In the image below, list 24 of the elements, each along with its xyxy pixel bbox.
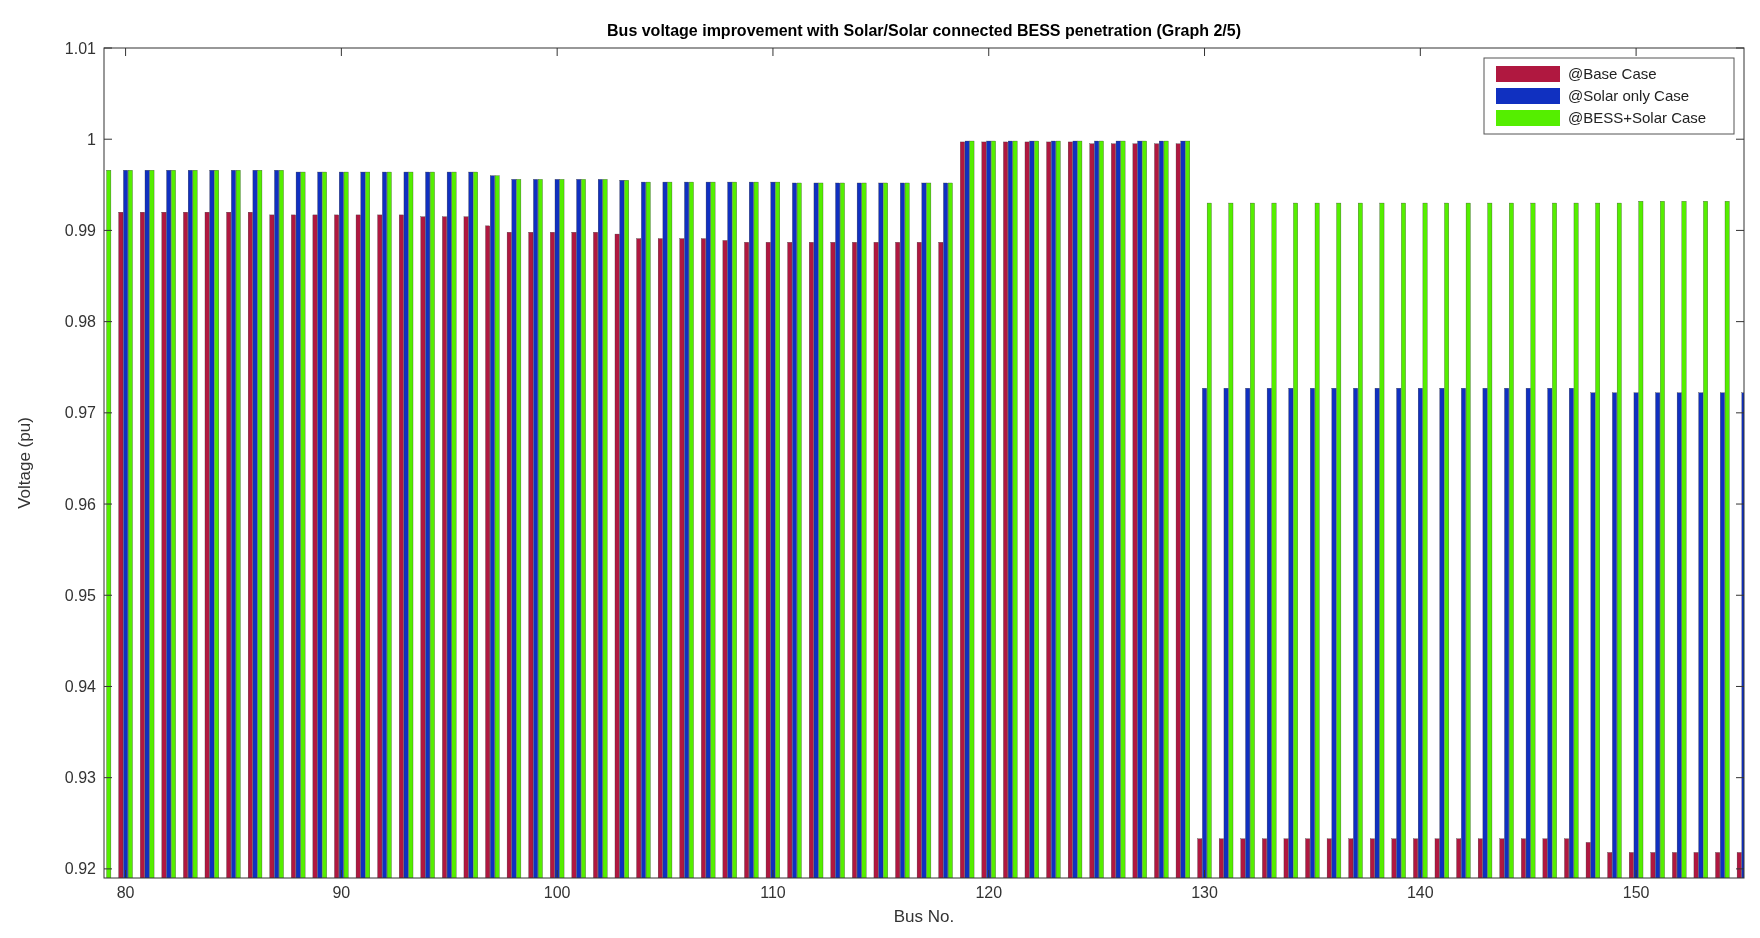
chart-title: Bus voltage improvement with Solar/Solar connected BESS penetration (Graph 2/5) bbox=[607, 22, 1241, 39]
x-axis-title: Bus No. bbox=[893, 907, 955, 926]
y-tick-label: 1 bbox=[87, 130, 97, 148]
y-tick-label: 0.99 bbox=[64, 222, 97, 240]
y-tick-label: 0.96 bbox=[64, 495, 97, 513]
x-tick-label: 80 bbox=[116, 884, 135, 901]
y-tick-label: 0.95 bbox=[64, 586, 97, 604]
y-tick-label: 0.92 bbox=[64, 860, 97, 878]
x-tick-label: 150 bbox=[1622, 884, 1650, 901]
legend-label: @Solar only Case bbox=[1568, 87, 1690, 105]
x-tick-label: 100 bbox=[543, 884, 571, 901]
x-tick-label: 110 bbox=[760, 884, 786, 901]
legend-label: @BESS+Solar Case bbox=[1568, 109, 1707, 127]
y-axis-title: Voltage (pu) bbox=[15, 417, 34, 509]
y-tick-label: 0.94 bbox=[64, 678, 97, 696]
x-tick-label: 130 bbox=[1191, 884, 1218, 901]
y-tick-label: 0.98 bbox=[64, 313, 97, 331]
y-tick-label: 0.93 bbox=[64, 769, 97, 787]
y-tick-label: 1.01 bbox=[64, 39, 97, 57]
x-tick-label: 140 bbox=[1406, 884, 1434, 901]
x-tick-label: 90 bbox=[332, 884, 351, 901]
y-tick-label: 0.97 bbox=[64, 404, 97, 422]
x-tick-label: 120 bbox=[975, 884, 1003, 901]
legend-label: @Base Case bbox=[1568, 65, 1657, 83]
